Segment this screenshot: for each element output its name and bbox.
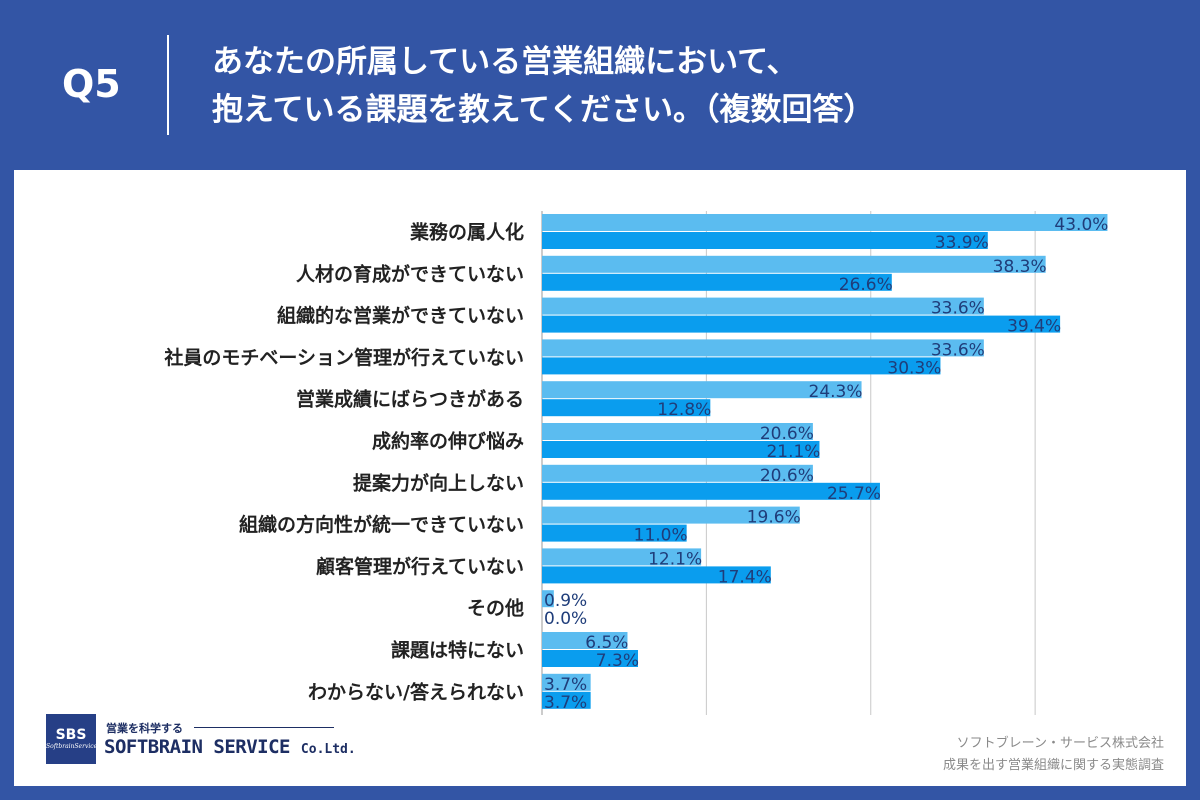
logo-tagline: 営業を科学する [106,722,183,735]
logo-abbr: SBS [55,727,87,743]
company-logo: SBS SoftbrainService 営業を科学する SOFTBRAIN S… [46,714,356,764]
category-label: 営業成績にばらつきがある [296,388,524,411]
bar-series-b [542,566,771,584]
category-label: わからない/答えられない [308,680,524,703]
question-title-line-1: あなたの所属している営業組織において、 [212,44,798,80]
logo-name-text: SOFTBRAIN SERVICE [104,736,290,758]
data-label: 33.9% [935,233,989,253]
data-label: 26.6% [839,275,893,295]
data-label: 38.3% [993,257,1047,277]
logo-name: SOFTBRAIN SERVICE Co.Ltd. [104,736,356,758]
bar-series-b [542,399,711,417]
bar-series-a [542,548,702,566]
bar-series-a [542,590,554,608]
logo-mark: SBS SoftbrainService [46,714,98,764]
category-label: 提案力が向上しない [353,471,524,494]
category-label: 顧客管理が行えていない [316,555,524,578]
data-label: 20.6% [760,424,814,444]
bar-series-a [542,255,1046,273]
data-label: 20.6% [760,466,814,486]
chart-panel: 業務の属人化 43.0% 33.9% 人材の育成ができていない 38.3% 26.6% 組織… [14,170,1186,786]
data-label: 21.1% [766,442,820,462]
data-label: 24.3% [809,382,863,402]
category-label: 社員のモチベーション管理が行えていない [163,346,524,369]
question-number: Q5 [62,62,121,106]
category-label: 成約率の伸び悩み [372,430,524,453]
question-title-line-2: 抱えている課題を教えてください。（複数回答） [212,92,875,128]
bar-series-b [542,524,687,542]
data-label: 17.4% [718,567,772,587]
header-divider [167,35,169,135]
bar-series-b [542,357,941,375]
bar-series-b [542,315,1061,333]
source-credit: ソフトブレーン・サービス株式会社 成果を出す営業組織に関する実態調査 [943,733,1164,777]
bar-series-a [542,464,813,482]
data-label: 19.6% [747,508,801,528]
bar-series-b [542,650,638,667]
data-label: 39.4% [1007,317,1061,337]
bar-series-a [542,506,800,524]
data-label: 0.0% [544,609,587,629]
logo-name-suffix: Co.Ltd. [300,742,356,757]
bar-series-b [542,482,880,500]
data-label: 0.9% [544,591,587,611]
data-label: 6.5% [585,633,628,653]
data-label: 7.3% [596,651,639,671]
data-label: 25.7% [827,484,881,504]
data-label: 12.8% [657,400,711,420]
data-label: 12.1% [648,549,702,569]
question-header: Q5 あなたの所属している営業組織において、 抱えている課題を教えてください。（… [0,0,1200,170]
data-label: 33.6% [931,340,985,360]
category-label: その他 [467,597,524,620]
bar-series-a [542,339,984,357]
bar-chart: 業務の属人化 43.0% 33.9% 人材の育成ができていない 38.3% 26.6% 組織… [163,211,1108,715]
category-label: 課題は特にない [391,639,524,662]
data-label: 3.7% [544,675,587,695]
bar-series-a [542,297,984,315]
data-label: 3.7% [544,693,587,713]
bar-series-a [542,423,813,440]
category-label: 業務の属人化 [409,221,524,244]
category-label: 組織的な営業ができていない [277,304,524,327]
bar-series-b [542,232,988,249]
credit-survey: 成果を出す営業組織に関する実態調査 [942,758,1164,773]
credit-company: ソフトブレーン・サービス株式会社 [956,736,1164,751]
logo-divider [194,727,334,728]
data-label: 43.0% [1054,215,1108,235]
bar-series-a [542,673,591,691]
logo-sub: SoftbrainService [46,743,98,750]
data-label: 30.3% [887,358,941,378]
bar-series-b [542,273,892,291]
data-label: 11.0% [634,526,688,546]
data-label: 33.6% [931,299,985,319]
category-label: 組織の方向性が統一できていない [239,513,524,536]
bar-series-a [542,632,628,649]
category-label: 人材の育成ができていない [296,262,524,285]
bar-series-b [542,691,591,709]
question-title: あなたの所属している営業組織において、 抱えている課題を教えてください。（複数回… [212,38,874,134]
bar-series-a [542,214,1108,231]
bar-series-a [542,381,862,399]
bar-series-b [542,441,820,458]
